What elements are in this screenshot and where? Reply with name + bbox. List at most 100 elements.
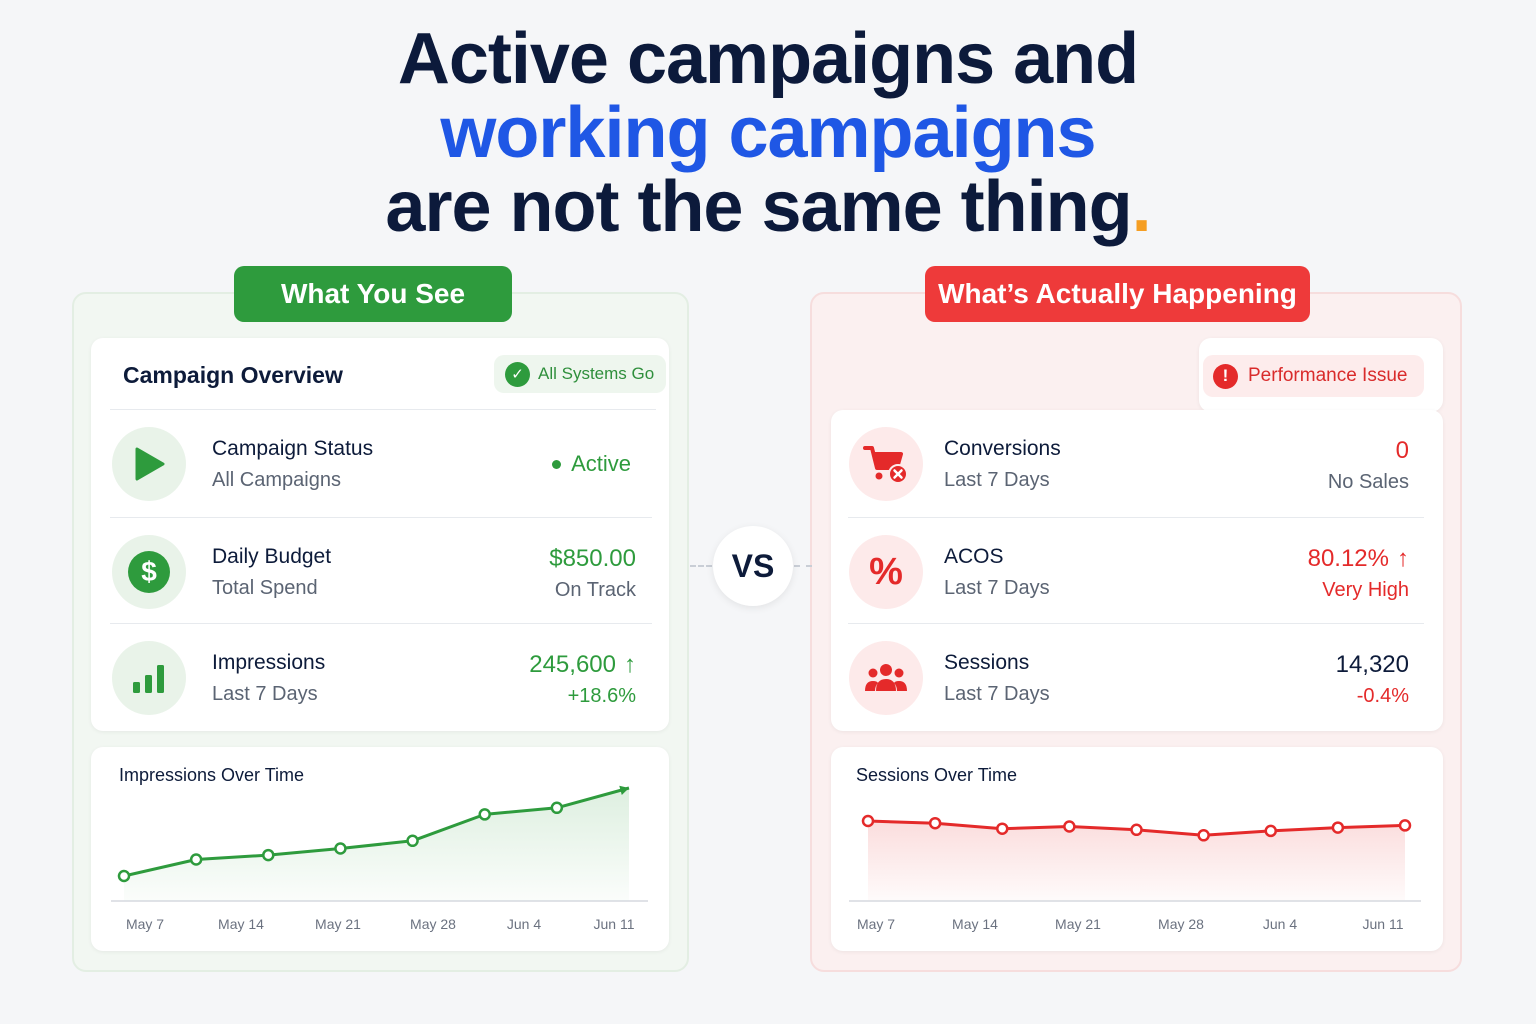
status-dot-icon	[552, 459, 562, 469]
data-point	[1331, 821, 1345, 834]
conversions-label: Conversions	[944, 437, 1061, 460]
arrow-up-icon: ↑	[624, 651, 636, 678]
performance-metrics-card	[831, 410, 1443, 731]
x-tick-label: Jun 11	[1363, 916, 1404, 932]
impressions-label: Impressions	[212, 651, 326, 674]
divider	[110, 409, 656, 410]
x-tick-label: May 7	[126, 916, 164, 932]
impressions-chart-title: Impressions Over Time	[119, 765, 305, 785]
acos-status: Very High	[1322, 579, 1409, 601]
divider	[848, 623, 1424, 624]
campaign-status-sub: All Campaigns	[212, 469, 341, 491]
percent-icon: %	[849, 535, 923, 609]
arrow-head-icon	[619, 785, 629, 795]
data-point	[117, 869, 131, 883]
check-circle-icon: ✓	[505, 361, 530, 387]
x-tick-label: Jun 11	[594, 916, 635, 932]
data-point	[1063, 820, 1076, 833]
data-point	[996, 822, 1009, 835]
headline: Active campaigns and working campaigns a…	[0, 22, 1536, 244]
play-icon	[112, 427, 186, 501]
campaign-status-label: Campaign Status	[212, 437, 374, 460]
impressions-value-text: 245,600	[529, 651, 616, 678]
acos-row: % ACOS Last 7 Days 80.12% ↑ Very High	[849, 535, 1409, 615]
active-status-text: Active	[571, 451, 631, 476]
impressions-value: 245,600 ↑	[529, 651, 636, 679]
x-tick-label: May 14	[952, 916, 998, 932]
all-systems-go-badge: ✓ All Systems Go	[494, 355, 666, 393]
acos-value: 80.12% ↑	[1308, 545, 1409, 573]
chart-area	[868, 821, 1405, 901]
impressions-chart: May 7 May 14 May 21 May 28 Jun 4 Jun 11	[111, 785, 648, 932]
campaign-status-row: Campaign Status All Campaigns Active	[112, 427, 636, 507]
x-tick-label: Jun 4	[1263, 916, 1297, 932]
impressions-change: +18.6%	[567, 685, 636, 707]
conversions-value: 0	[1395, 437, 1409, 464]
users-icon	[849, 641, 923, 715]
campaign-overview-title: Campaign Overview	[123, 362, 343, 388]
whats-actually-happening-label: What’s Actually Happening	[925, 266, 1310, 322]
arrow-up-icon: ↑	[1397, 545, 1409, 572]
sessions-chart: May 7 May 14 May 21 May 28 Jun 4 Jun 11	[849, 814, 1421, 932]
data-point	[550, 801, 564, 815]
acos-label: ACOS	[944, 545, 1004, 568]
divider	[848, 517, 1424, 518]
headline-line-2: working campaigns	[440, 93, 1096, 173]
all-systems-go-text: All Systems Go	[538, 364, 655, 383]
data-point	[1264, 824, 1277, 838]
series-line	[123, 786, 630, 878]
acos-value-text: 80.12%	[1307, 545, 1389, 572]
bar-chart-icon	[112, 641, 186, 715]
sessions-value: 14,320	[1335, 651, 1409, 678]
x-tick-label: May 7	[857, 916, 895, 932]
impressions-sub: Last 7 Days	[212, 683, 318, 705]
conversions-sub: Last 7 Days	[944, 469, 1050, 491]
daily-budget-row: $ Daily Budget Total Spend $850.00 On Tr…	[112, 535, 636, 615]
x-tick-label: May 21	[1055, 916, 1101, 932]
chart-area	[124, 788, 629, 901]
alert-icon: !	[1213, 363, 1238, 389]
x-tick-label: May 28	[410, 916, 456, 932]
data-point	[478, 808, 491, 821]
what-you-see-label: What You See	[234, 266, 512, 322]
dollar-icon: $	[112, 535, 186, 609]
vs-badge: VS	[713, 526, 793, 606]
data-point	[189, 853, 203, 866]
x-tick-label: May 28	[1158, 916, 1204, 932]
x-tick-label: Jun 4	[507, 916, 541, 932]
x-tick-label: May 21	[315, 916, 361, 932]
acos-sub: Last 7 Days	[944, 577, 1050, 599]
daily-budget-value: $850.00	[549, 545, 636, 572]
sessions-row: Sessions Last 7 Days 14,320 -0.4%	[849, 641, 1409, 721]
vs-connector-right	[794, 565, 812, 567]
data-point	[928, 816, 942, 830]
data-point	[262, 848, 275, 862]
sessions-change: -0.4%	[1356, 685, 1409, 707]
daily-budget-sub: Total Spend	[212, 577, 318, 599]
sessions-chart-title: Sessions Over Time	[856, 765, 1018, 785]
cart-cancel-icon	[849, 427, 923, 501]
data-point	[334, 842, 347, 855]
headline-line-3-text: are not the same thing	[385, 167, 1132, 247]
headline-dot: .	[1131, 167, 1152, 247]
active-status: Active	[552, 451, 631, 477]
data-point	[1130, 823, 1143, 837]
sessions-sub: Last 7 Days	[944, 683, 1050, 705]
data-point	[406, 834, 419, 848]
daily-budget-label: Daily Budget	[212, 545, 332, 568]
data-point	[1197, 829, 1210, 842]
impressions-row: Impressions Last 7 Days 245,600 ↑ +18.6%	[112, 641, 636, 721]
divider	[110, 623, 652, 624]
x-tick-label: May 14	[218, 916, 264, 932]
vs-connector-left	[690, 565, 712, 567]
daily-budget-status: On Track	[554, 579, 636, 601]
headline-line-3: are not the same thing.	[0, 170, 1536, 244]
sessions-label: Sessions	[944, 651, 1030, 674]
performance-issue-text: Performance Issue	[1248, 365, 1408, 386]
conversions-row: Conversions Last 7 Days 0 No Sales	[849, 427, 1409, 507]
performance-issue-badge: ! Performance Issue	[1203, 355, 1424, 397]
data-point	[861, 814, 875, 828]
data-point	[1398, 819, 1412, 832]
divider	[110, 517, 652, 518]
conversions-status: No Sales	[1327, 471, 1409, 493]
